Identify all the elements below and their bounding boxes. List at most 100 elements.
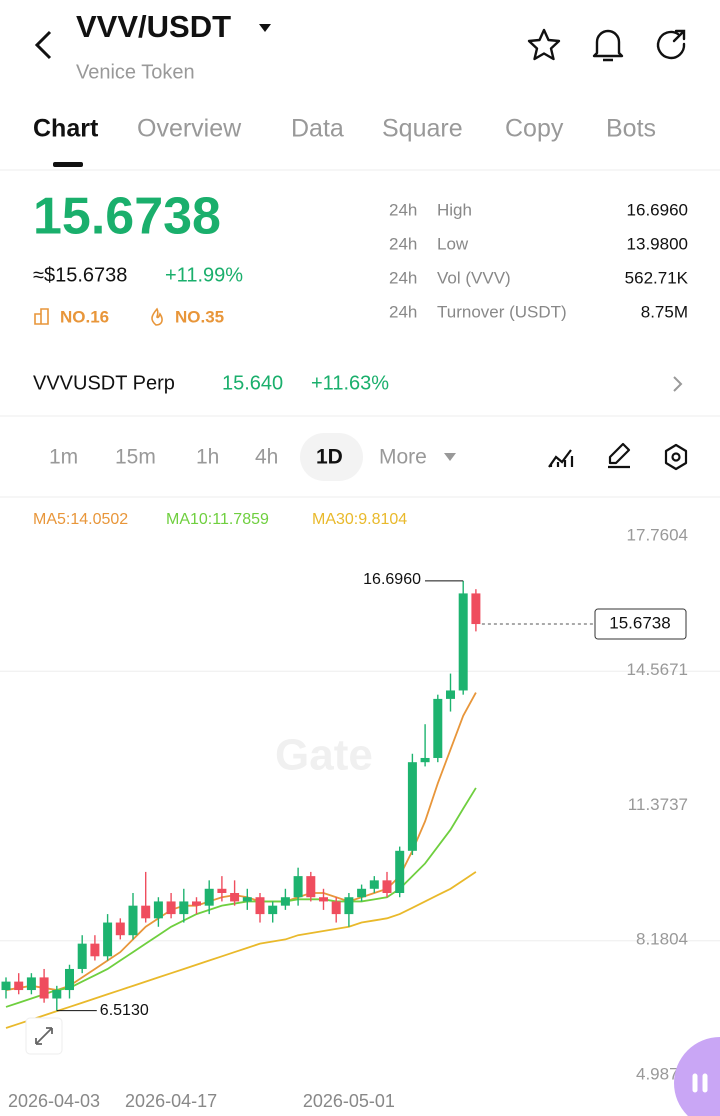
tab[interactable]: Data <box>291 115 344 143</box>
high-label: 16.6960 <box>363 571 421 588</box>
interval[interactable]: 4h <box>255 446 278 469</box>
candle-body <box>52 990 62 999</box>
candle-body <box>319 897 328 902</box>
more-caret[interactable] <box>444 453 456 461</box>
perp-change: +11.63% <box>311 372 389 394</box>
candle-body <box>446 690 455 699</box>
interval[interactable]: 15m <box>115 446 156 469</box>
candle-body <box>103 922 113 957</box>
stat-value: 8.75M <box>641 302 688 321</box>
candle-body <box>458 593 468 691</box>
perp-name[interactable]: VVVUSDT Perp <box>33 372 175 394</box>
pair-subtitle: Venice Token <box>76 61 195 83</box>
ma-line <box>5 787 477 1008</box>
legend-entry: MA5:14.0502 <box>33 511 128 528</box>
stat-label: Low <box>437 234 469 253</box>
interval[interactable]: 1h <box>196 446 219 469</box>
candle-body <box>293 876 303 898</box>
stat-period: 24h <box>389 268 417 287</box>
x-tick-label: 2026-05-01 <box>303 1091 395 1111</box>
candle-body <box>115 922 125 936</box>
indicator-icon[interactable] <box>548 449 574 468</box>
stat-value: 13.9800 <box>627 234 688 253</box>
candle-body <box>268 905 278 915</box>
stat-value: 16.6960 <box>627 200 688 219</box>
candle-body <box>331 901 341 915</box>
tab-indicator <box>53 162 83 167</box>
x-tick-label: 2026-04-17 <box>125 1091 217 1111</box>
back-button[interactable] <box>34 30 52 60</box>
candle-body <box>39 977 49 999</box>
candle-body <box>166 901 176 915</box>
candle-body <box>90 943 100 957</box>
settings-icon[interactable] <box>664 443 688 471</box>
stat-label: Vol (VVV) <box>437 268 511 287</box>
draw-icon[interactable] <box>608 442 631 469</box>
interval-active-bg <box>300 433 363 481</box>
favorite-icon[interactable] <box>527 28 561 61</box>
tab[interactable]: Copy <box>505 115 564 143</box>
last-price: 15.6738 <box>33 188 221 246</box>
stat-label: Turnover (USDT) <box>437 302 567 321</box>
candle-body <box>344 897 354 915</box>
candle-body <box>395 850 405 894</box>
assistant-icon <box>692 1073 708 1093</box>
last-price-label: 15.6738 <box>609 614 670 633</box>
candle-body <box>179 901 189 915</box>
y-tick-label: 8.1804 <box>636 930 688 949</box>
hot-rank: NO.35 <box>175 307 224 326</box>
interval[interactable]: 1D <box>316 446 343 469</box>
interval[interactable]: 1m <box>49 446 78 469</box>
ma-line <box>5 871 477 1029</box>
hot-icon <box>151 307 163 326</box>
rank-icon <box>34 308 49 325</box>
y-tick-label: 11.3737 <box>628 795 688 814</box>
candle-body <box>420 757 430 763</box>
candle-body <box>471 593 481 625</box>
candle-body <box>369 880 379 889</box>
candle-body <box>357 888 367 898</box>
x-tick-label: 2026-04-03 <box>8 1091 100 1111</box>
candle-body <box>192 901 201 906</box>
candle-body <box>141 905 151 919</box>
candle-body <box>204 888 214 906</box>
perp-price: 15.640 <box>222 372 283 394</box>
pair-title[interactable]: VVV/USDT <box>76 9 231 44</box>
stat-period: 24h <box>389 200 417 219</box>
perp-arrow[interactable] <box>673 376 683 392</box>
y-tick-label: 14.5671 <box>627 660 688 679</box>
tab[interactable]: Square <box>382 115 463 143</box>
pair-dropdown[interactable] <box>259 24 271 32</box>
candle-body <box>306 876 316 898</box>
candle-body <box>1 981 11 991</box>
last-price-box <box>594 608 687 640</box>
settings-icon-center <box>671 452 681 462</box>
candle-body <box>382 880 392 894</box>
candle-body <box>230 893 240 902</box>
ma-line <box>5 692 477 991</box>
alert-icon[interactable] <box>592 29 624 62</box>
candle-body <box>153 901 163 919</box>
tab[interactable]: Chart <box>33 115 99 143</box>
stat-period: 24h <box>389 302 417 321</box>
y-tick-label: 17.7604 <box>627 525 688 544</box>
candle-body <box>255 897 265 915</box>
interval[interactable]: More <box>379 446 427 469</box>
tab[interactable]: Overview <box>137 115 242 143</box>
stat-value: 562.71K <box>625 268 689 287</box>
candle-body <box>242 897 252 902</box>
volume-rank: NO.16 <box>60 307 109 326</box>
candle-body <box>217 888 227 894</box>
low-label: 6.5130 <box>100 1002 149 1019</box>
candle-body <box>26 977 36 991</box>
usd-price: ≈$15.6738 <box>33 264 127 286</box>
candle-body <box>14 981 24 991</box>
legend-entry: MA10:11.7859 <box>166 511 269 528</box>
stat-period: 24h <box>389 234 417 253</box>
stat-label: High <box>437 200 472 219</box>
candle-body <box>407 762 417 851</box>
share-icon[interactable] <box>656 29 686 60</box>
tab[interactable]: Bots <box>606 115 656 143</box>
